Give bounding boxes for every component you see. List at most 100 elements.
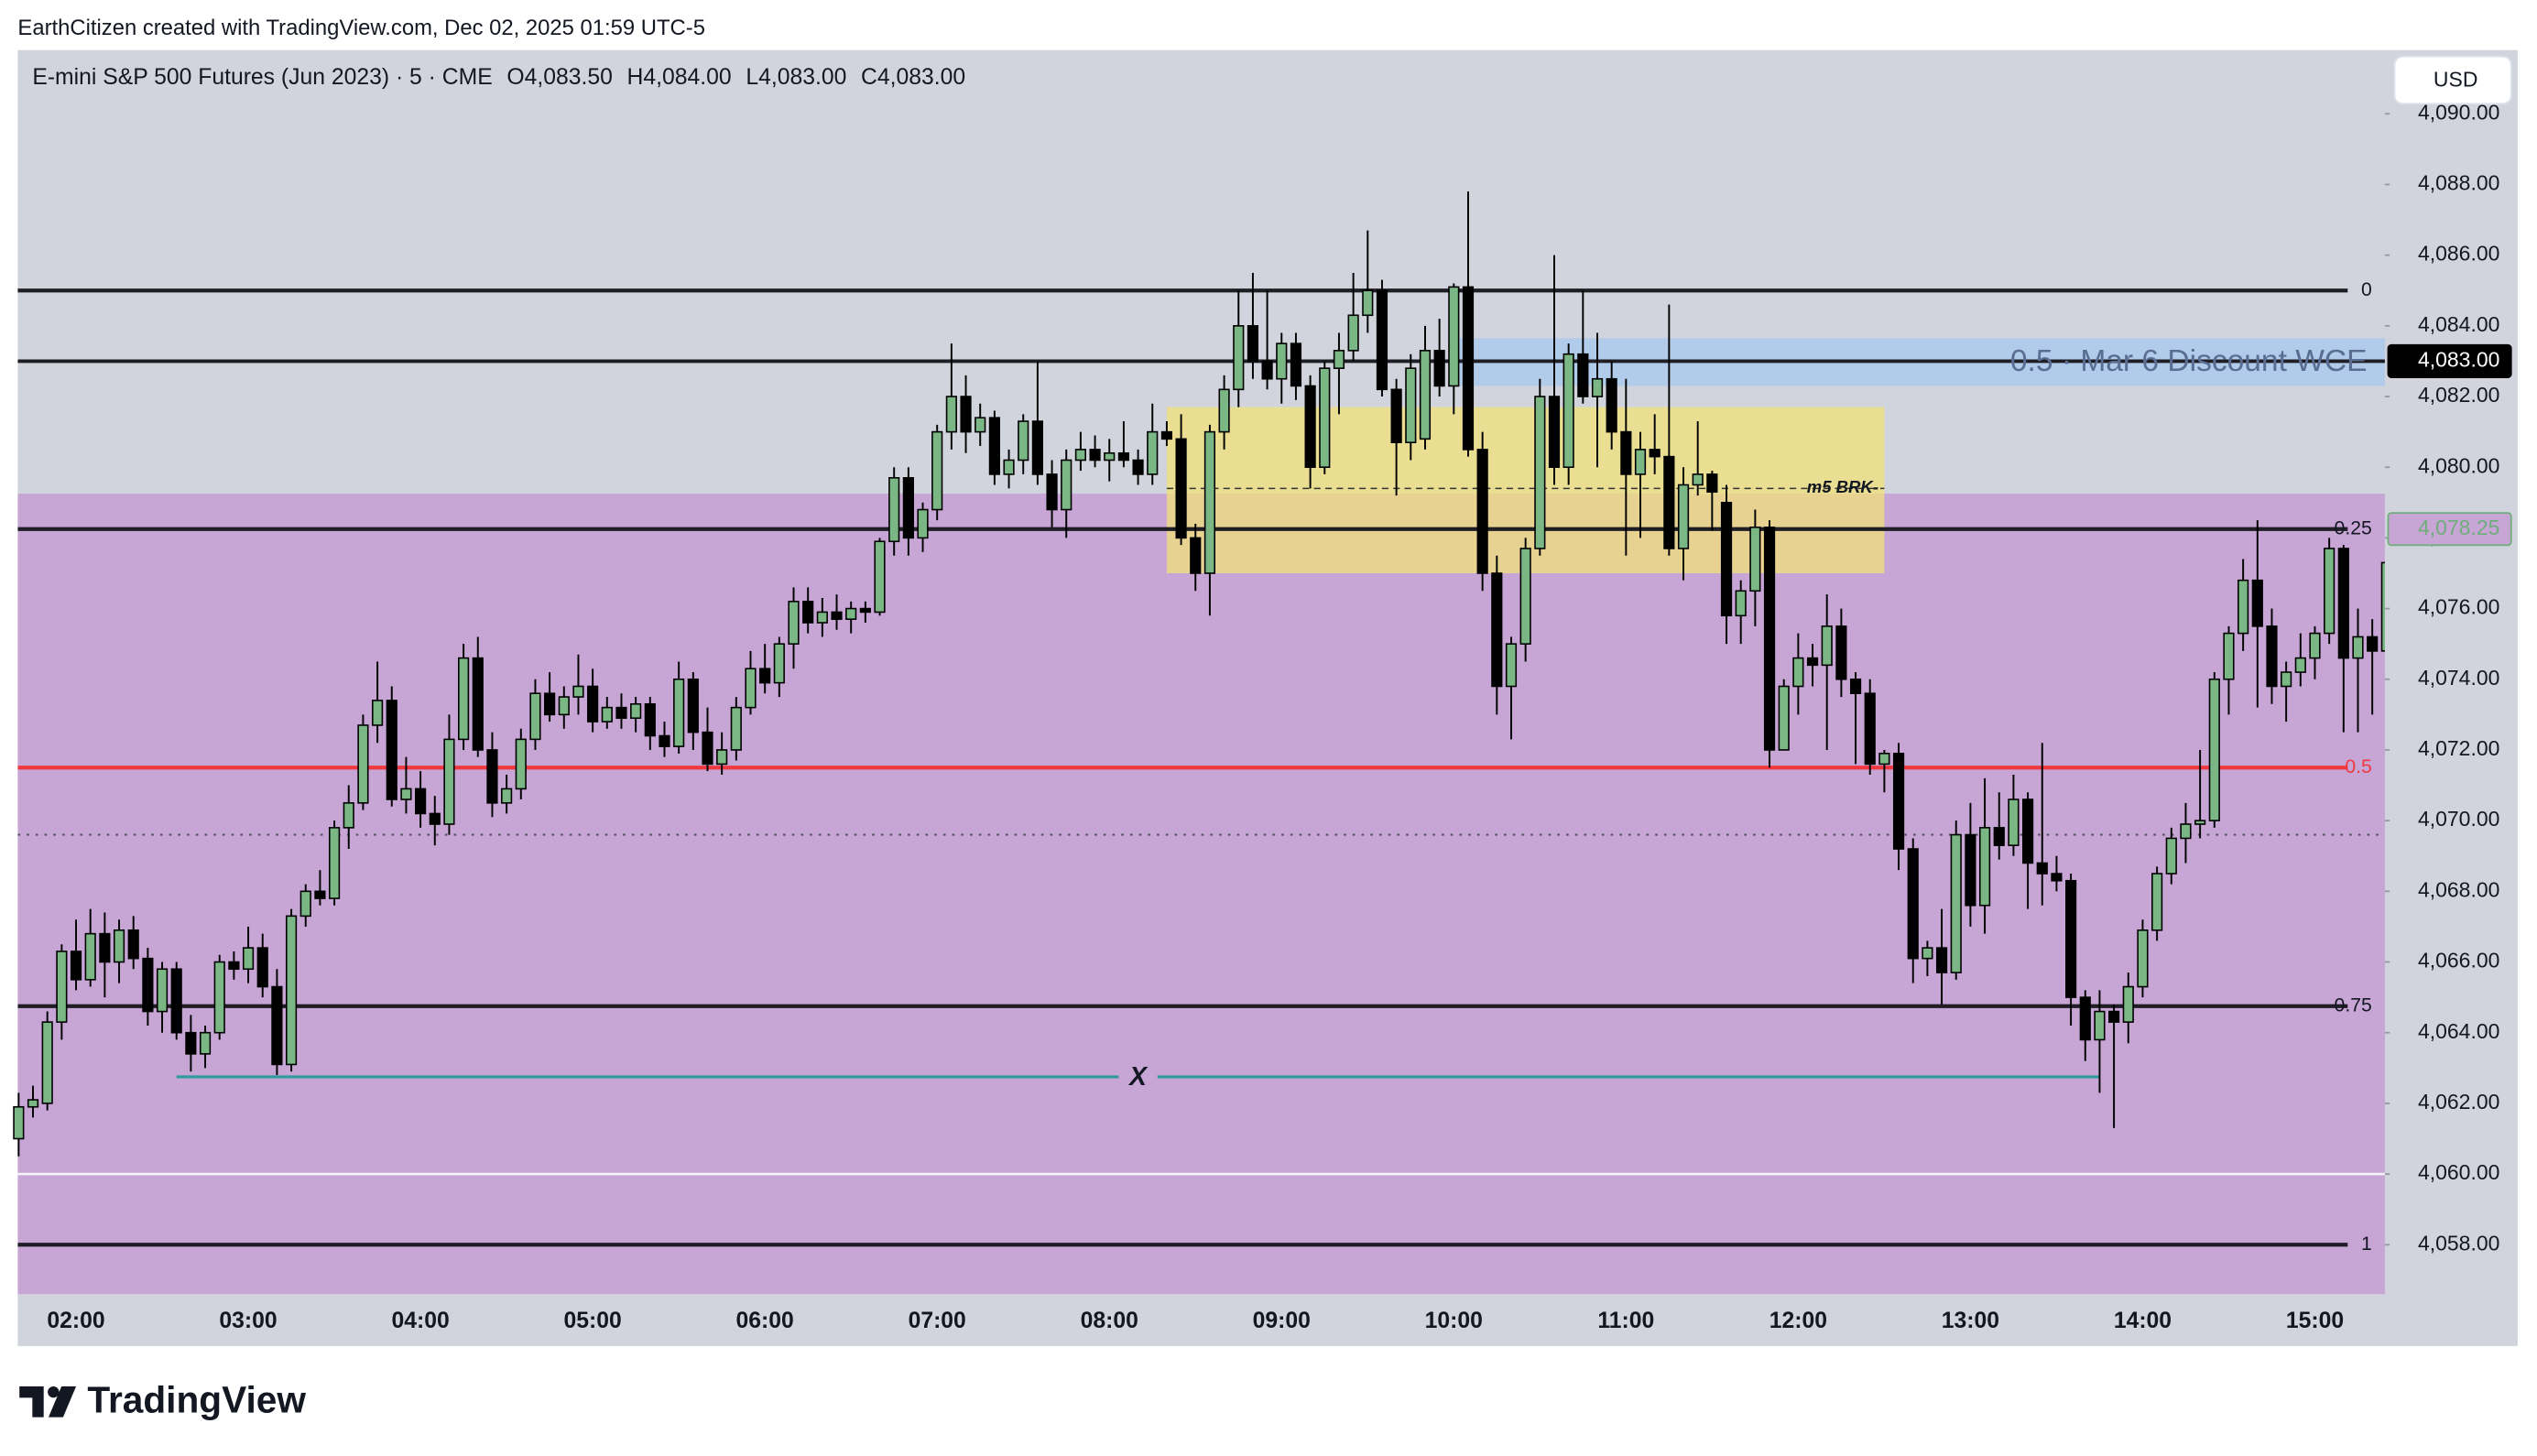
candle-body xyxy=(859,607,871,614)
candle-body xyxy=(1634,449,1647,475)
candle-body xyxy=(1031,420,1043,475)
candle-body xyxy=(1247,325,1259,363)
y-tick-label: 4,082.00 xyxy=(2418,383,2499,407)
candle-body xyxy=(1117,451,1130,462)
candle-body xyxy=(256,947,268,988)
candle-body xyxy=(1950,833,1962,973)
candle-body xyxy=(1203,430,1216,574)
candle-body xyxy=(343,802,354,829)
candle-body xyxy=(1261,360,1273,380)
candle-body xyxy=(458,657,470,741)
candle-body xyxy=(558,696,570,716)
candle-body xyxy=(845,607,857,620)
candle-body xyxy=(1663,455,1675,549)
y-tick-label: 4,076.00 xyxy=(2418,595,2499,619)
y-tick-label: 4,084.00 xyxy=(2418,312,2499,336)
candle-body xyxy=(1978,827,1991,907)
marker-label: X xyxy=(1127,1061,1149,1091)
candle-body xyxy=(501,788,513,804)
candle-body xyxy=(931,430,943,511)
y-tick-label: 4,070.00 xyxy=(2418,807,2499,831)
candle-body xyxy=(1562,353,1574,469)
candle-body xyxy=(975,417,986,433)
price-label-box xyxy=(2387,343,2512,378)
price-axis-bg xyxy=(2384,49,2518,1295)
candle-body xyxy=(213,961,225,1034)
y-tick-label: 4,088.00 xyxy=(2418,171,2499,195)
plot-area: 0 0.25 0.5 0.75 1 Xm5 BRK- 0.5 · Mar 6 Discoun… xyxy=(13,49,2392,1295)
currency-button[interactable] xyxy=(2393,55,2512,104)
candle-body xyxy=(2251,579,2263,627)
candle-body xyxy=(601,706,613,723)
y-tick-label: 4,068.00 xyxy=(2418,877,2499,901)
logo-dot xyxy=(48,1385,60,1398)
candle-body xyxy=(1147,430,1159,475)
candle-body xyxy=(27,1099,39,1108)
candle-body xyxy=(1677,484,1690,549)
candle-body xyxy=(1405,367,1417,443)
candle-body xyxy=(2079,996,2091,1041)
candle-body xyxy=(1763,527,1776,751)
y-tick-label: 4,072.00 xyxy=(2418,736,2499,760)
candle-body xyxy=(2324,548,2336,635)
candle-body xyxy=(41,1021,53,1104)
candle-body xyxy=(1778,685,1790,751)
candle-body xyxy=(2266,625,2278,688)
candle-body xyxy=(486,749,498,804)
candle-body xyxy=(1849,678,1862,695)
candle-body xyxy=(831,611,843,620)
candle-body xyxy=(1620,430,1632,475)
candle-body xyxy=(1390,388,1402,443)
x-tick-label: 08:00 xyxy=(1081,1309,1138,1333)
candle-body xyxy=(429,812,441,825)
x-tick-label: 14:00 xyxy=(2114,1309,2172,1333)
candle-body xyxy=(759,668,771,684)
candle-body xyxy=(788,601,800,645)
candle-body xyxy=(659,734,670,747)
candle-body xyxy=(988,417,1000,475)
candle-body xyxy=(1534,396,1546,549)
candle-body xyxy=(1448,286,1460,387)
currency[interactable]: USD xyxy=(2434,67,2477,91)
x-tick-label: 12:00 xyxy=(1769,1309,1827,1333)
candle-body xyxy=(1591,377,1604,397)
candle-body xyxy=(156,968,169,1013)
candle-body xyxy=(56,951,68,1023)
x-tick-label: 09:00 xyxy=(1253,1309,1311,1333)
candle-body xyxy=(314,890,326,899)
candle-body xyxy=(2281,671,2292,688)
zone xyxy=(17,494,2385,1295)
candle-body xyxy=(285,915,298,1066)
candle-body xyxy=(1649,449,1660,458)
candle-body xyxy=(1304,385,1316,469)
candle-body xyxy=(2051,873,2063,882)
brand-logo xyxy=(19,1385,77,1418)
candle-body xyxy=(415,788,427,815)
candle-body xyxy=(2036,862,2048,875)
candle-body xyxy=(1577,353,1589,397)
y-tick-label: 4,080.00 xyxy=(2418,453,2499,477)
candle-body xyxy=(1606,377,1617,433)
y-tick-label: 4,074.00 xyxy=(2418,666,2499,690)
candle-body xyxy=(242,947,255,971)
candle-body xyxy=(2367,636,2379,652)
box-text: 0.5 · Mar 6 Discount WCE xyxy=(2010,344,2368,378)
candle-body xyxy=(2194,820,2206,825)
candle-body xyxy=(1089,449,1101,462)
candle-body xyxy=(1892,753,1905,850)
candle-body xyxy=(1548,396,1561,469)
candle-body xyxy=(2352,636,2364,659)
candle-body xyxy=(1061,459,1073,511)
candle-body xyxy=(1835,625,1847,680)
y-tick-label: 4,058.00 xyxy=(2418,1231,2499,1255)
candle-body xyxy=(199,1031,212,1055)
candle-body xyxy=(142,957,154,1013)
candle-body xyxy=(2137,929,2149,988)
candle-body xyxy=(2294,657,2306,673)
candle-body xyxy=(1018,420,1029,462)
candle-body xyxy=(1376,289,1388,391)
symbol-title: E-mini S&P 500 Futures (Jun 2023) · 5 · … xyxy=(32,64,492,89)
candle-body xyxy=(1864,692,1876,766)
candle-body xyxy=(1735,590,1747,617)
candle-body xyxy=(2208,678,2220,821)
